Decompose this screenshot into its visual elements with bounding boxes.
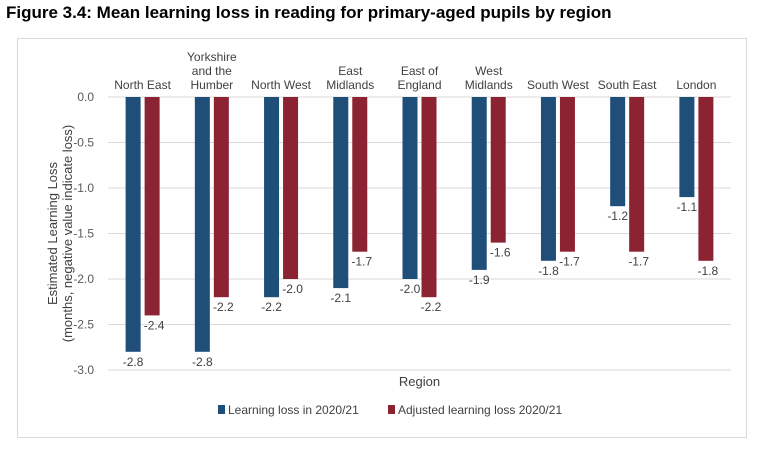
bar-adjusted-loss	[490, 97, 506, 243]
category-label: West	[475, 64, 503, 78]
bar-adjusted-loss	[559, 97, 575, 252]
y-tick-label: -1.5	[73, 227, 94, 241]
data-label: -2.0	[282, 282, 303, 296]
data-label: -2.2	[421, 300, 442, 314]
data-label: -1.2	[607, 209, 628, 223]
x-axis-title: Region	[399, 374, 440, 389]
y-tick-label: -1.0	[73, 181, 94, 195]
data-label: -1.7	[628, 255, 649, 269]
bar-adjusted-loss	[213, 97, 229, 298]
y-axis-title: Estimated Learning Loss	[45, 161, 60, 305]
category-label: South East	[598, 78, 657, 92]
legend-swatch	[388, 405, 395, 414]
bar-adjusted-loss	[629, 97, 645, 252]
data-label: -1.7	[559, 255, 580, 269]
data-label: -2.8	[123, 355, 144, 369]
bar-adjusted-loss	[144, 97, 160, 316]
bar-adjusted-loss	[352, 97, 368, 252]
data-label: -2.8	[192, 355, 213, 369]
y-tick-label: -2.0	[73, 272, 94, 286]
data-label: -2.4	[144, 318, 165, 332]
data-label: -2.2	[213, 300, 234, 314]
category-label: London	[676, 78, 716, 92]
y-tick-label: -0.5	[73, 136, 94, 150]
chart-frame	[17, 38, 747, 438]
category-label: and the	[192, 64, 232, 78]
bar-learning-loss	[540, 97, 556, 261]
data-label: -1.8	[698, 264, 719, 278]
data-label: -1.1	[677, 200, 698, 214]
bar-learning-loss	[194, 97, 210, 352]
legend-label: Learning loss in 2020/21	[228, 403, 359, 417]
legend-label: Adjusted learning loss 2020/21	[398, 403, 562, 417]
data-label: -1.9	[469, 273, 490, 287]
data-label: -2.1	[330, 291, 351, 305]
data-label: -2.2	[261, 300, 282, 314]
bar-learning-loss	[402, 97, 418, 279]
category-label: South West	[527, 78, 589, 92]
bar-learning-loss	[679, 97, 695, 198]
bar-adjusted-loss	[283, 97, 299, 279]
category-label: North East	[114, 78, 171, 92]
y-tick-label: -2.5	[73, 318, 94, 332]
bar-learning-loss	[610, 97, 626, 207]
figure-title: Figure 3.4: Mean learning loss in readin…	[6, 3, 612, 22]
category-label: North West	[251, 78, 311, 92]
y-tick-label: -3.0	[73, 363, 94, 377]
data-label: -1.6	[490, 246, 511, 260]
legend-swatch	[218, 405, 225, 414]
data-label: -1.7	[351, 255, 372, 269]
category-label: Yorkshire	[187, 50, 237, 64]
category-label: England	[397, 78, 441, 92]
bar-learning-loss	[333, 97, 349, 289]
data-label: -2.0	[400, 282, 421, 296]
bar-learning-loss	[125, 97, 141, 352]
bar-adjusted-loss	[698, 97, 714, 261]
y-tick-label: 0.0	[77, 90, 94, 104]
category-label: Midlands	[326, 78, 374, 92]
data-label: -1.8	[538, 264, 559, 278]
category-label: East	[338, 64, 363, 78]
y-axis-title: (months, negative value indicate loss)	[60, 125, 75, 343]
category-label: Humber	[190, 78, 233, 92]
category-label: Midlands	[465, 78, 513, 92]
category-label: East of	[401, 64, 439, 78]
bar-learning-loss	[264, 97, 280, 298]
bar-learning-loss	[471, 97, 487, 270]
bar-adjusted-loss	[421, 97, 437, 298]
